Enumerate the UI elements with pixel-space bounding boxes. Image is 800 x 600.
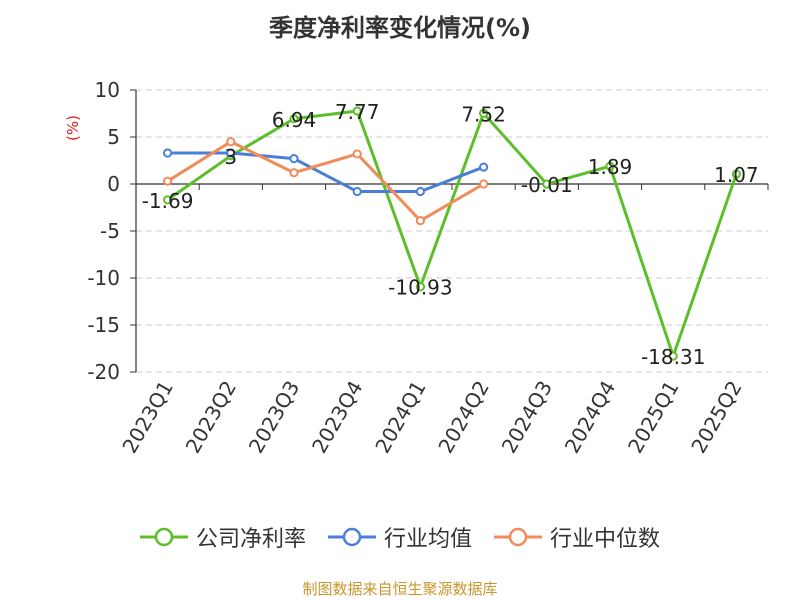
data-label: -1.69 [142, 189, 194, 213]
legend-label: 行业均值 [383, 527, 472, 552]
data-point[interactable] [163, 195, 173, 205]
series-lines [163, 106, 742, 361]
data-point[interactable] [415, 216, 425, 226]
x-tick-label: 2023Q4 [307, 377, 367, 458]
x-tick-label: 2024Q1 [370, 377, 430, 458]
data-point[interactable] [226, 148, 236, 158]
data-point[interactable] [415, 282, 425, 292]
chart-title: 季度净利率变化情况(%) [269, 14, 531, 42]
y-tick-label: 5 [107, 125, 120, 149]
data-point[interactable] [289, 168, 299, 178]
y-tick-labels: 10 5 0 -5 -10 -15 -20 [87, 78, 120, 384]
legend-swatch-icon [139, 527, 188, 547]
data-point[interactable] [542, 179, 552, 189]
data-label: 1.07 [714, 163, 759, 187]
x-tick-label: 2024Q4 [560, 377, 620, 458]
data-point[interactable] [289, 154, 299, 164]
source-note: 制图数据来自恒生聚源数据库 [302, 580, 498, 598]
data-point[interactable] [352, 106, 362, 116]
x-tick-label: 2025Q2 [686, 377, 746, 458]
data-point[interactable] [479, 108, 489, 118]
x-tick-label: 2023Q3 [244, 377, 304, 458]
data-point[interactable] [163, 148, 173, 158]
y-tick-label: 10 [95, 78, 120, 102]
data-point[interactable] [415, 186, 425, 197]
data-point[interactable] [352, 149, 362, 159]
series-line [166, 109, 738, 358]
data-label: 1.89 [588, 155, 633, 179]
x-tick-label: 2023Q1 [117, 377, 177, 458]
data-point[interactable] [731, 169, 742, 179]
data-point[interactable] [352, 186, 362, 197]
legend-label: 公司净利率 [195, 527, 306, 552]
data-label: 7.52 [461, 102, 506, 126]
data-point[interactable] [163, 176, 173, 186]
y-tick-label: -20 [87, 360, 120, 384]
data-label: -18.31 [641, 345, 705, 369]
legend-item[interactable]: 公司净利率 [139, 521, 306, 553]
data-labels: -1.69 3 6.94 7.77 -10.93 7.52 -0.01 1.89 -18.31 1… [142, 100, 759, 369]
data-point[interactable] [226, 137, 236, 147]
data-point[interactable] [479, 162, 489, 172]
data-point[interactable] [289, 114, 299, 124]
legend-label: 行业中位数 [550, 527, 661, 552]
x-tick-label: 2025Q1 [623, 377, 683, 458]
axes [130, 89, 769, 373]
legend-swatch-icon [327, 527, 376, 547]
data-label: 7.77 [335, 100, 380, 124]
y-tick-label: 0 [107, 172, 120, 196]
legend: 公司净利率 行业均值 行业中位数 [0, 520, 800, 554]
x-tick-label: 2023Q2 [181, 377, 241, 458]
y-tick-label: -5 [100, 219, 120, 243]
data-point[interactable] [668, 351, 678, 361]
data-label: 6.94 [272, 108, 317, 132]
data-label: -0.01 [521, 173, 573, 197]
x-tick-label: 2024Q2 [433, 376, 493, 457]
series-line [167, 151, 485, 194]
y-tick-label: -15 [87, 313, 120, 337]
y-tick-label: -10 [87, 266, 120, 290]
grid-lines [136, 89, 768, 373]
data-label: 3 [224, 145, 237, 169]
data-point[interactable] [479, 179, 489, 189]
x-tick-label: 2024Q3 [497, 377, 557, 458]
legend-item[interactable]: 行业均值 [327, 521, 472, 553]
legend-swatch-icon [494, 527, 542, 547]
legend-item[interactable]: 行业中位数 [494, 521, 660, 553]
x-tick-labels: 2023Q1 2023Q2 2023Q3 2023Q4 2024Q1 2024Q2 2024… [117, 376, 746, 457]
y-axis-label: (%) [64, 115, 82, 141]
data-label: -10.93 [388, 276, 452, 300]
data-point[interactable] [605, 161, 615, 171]
series-line [166, 140, 485, 223]
